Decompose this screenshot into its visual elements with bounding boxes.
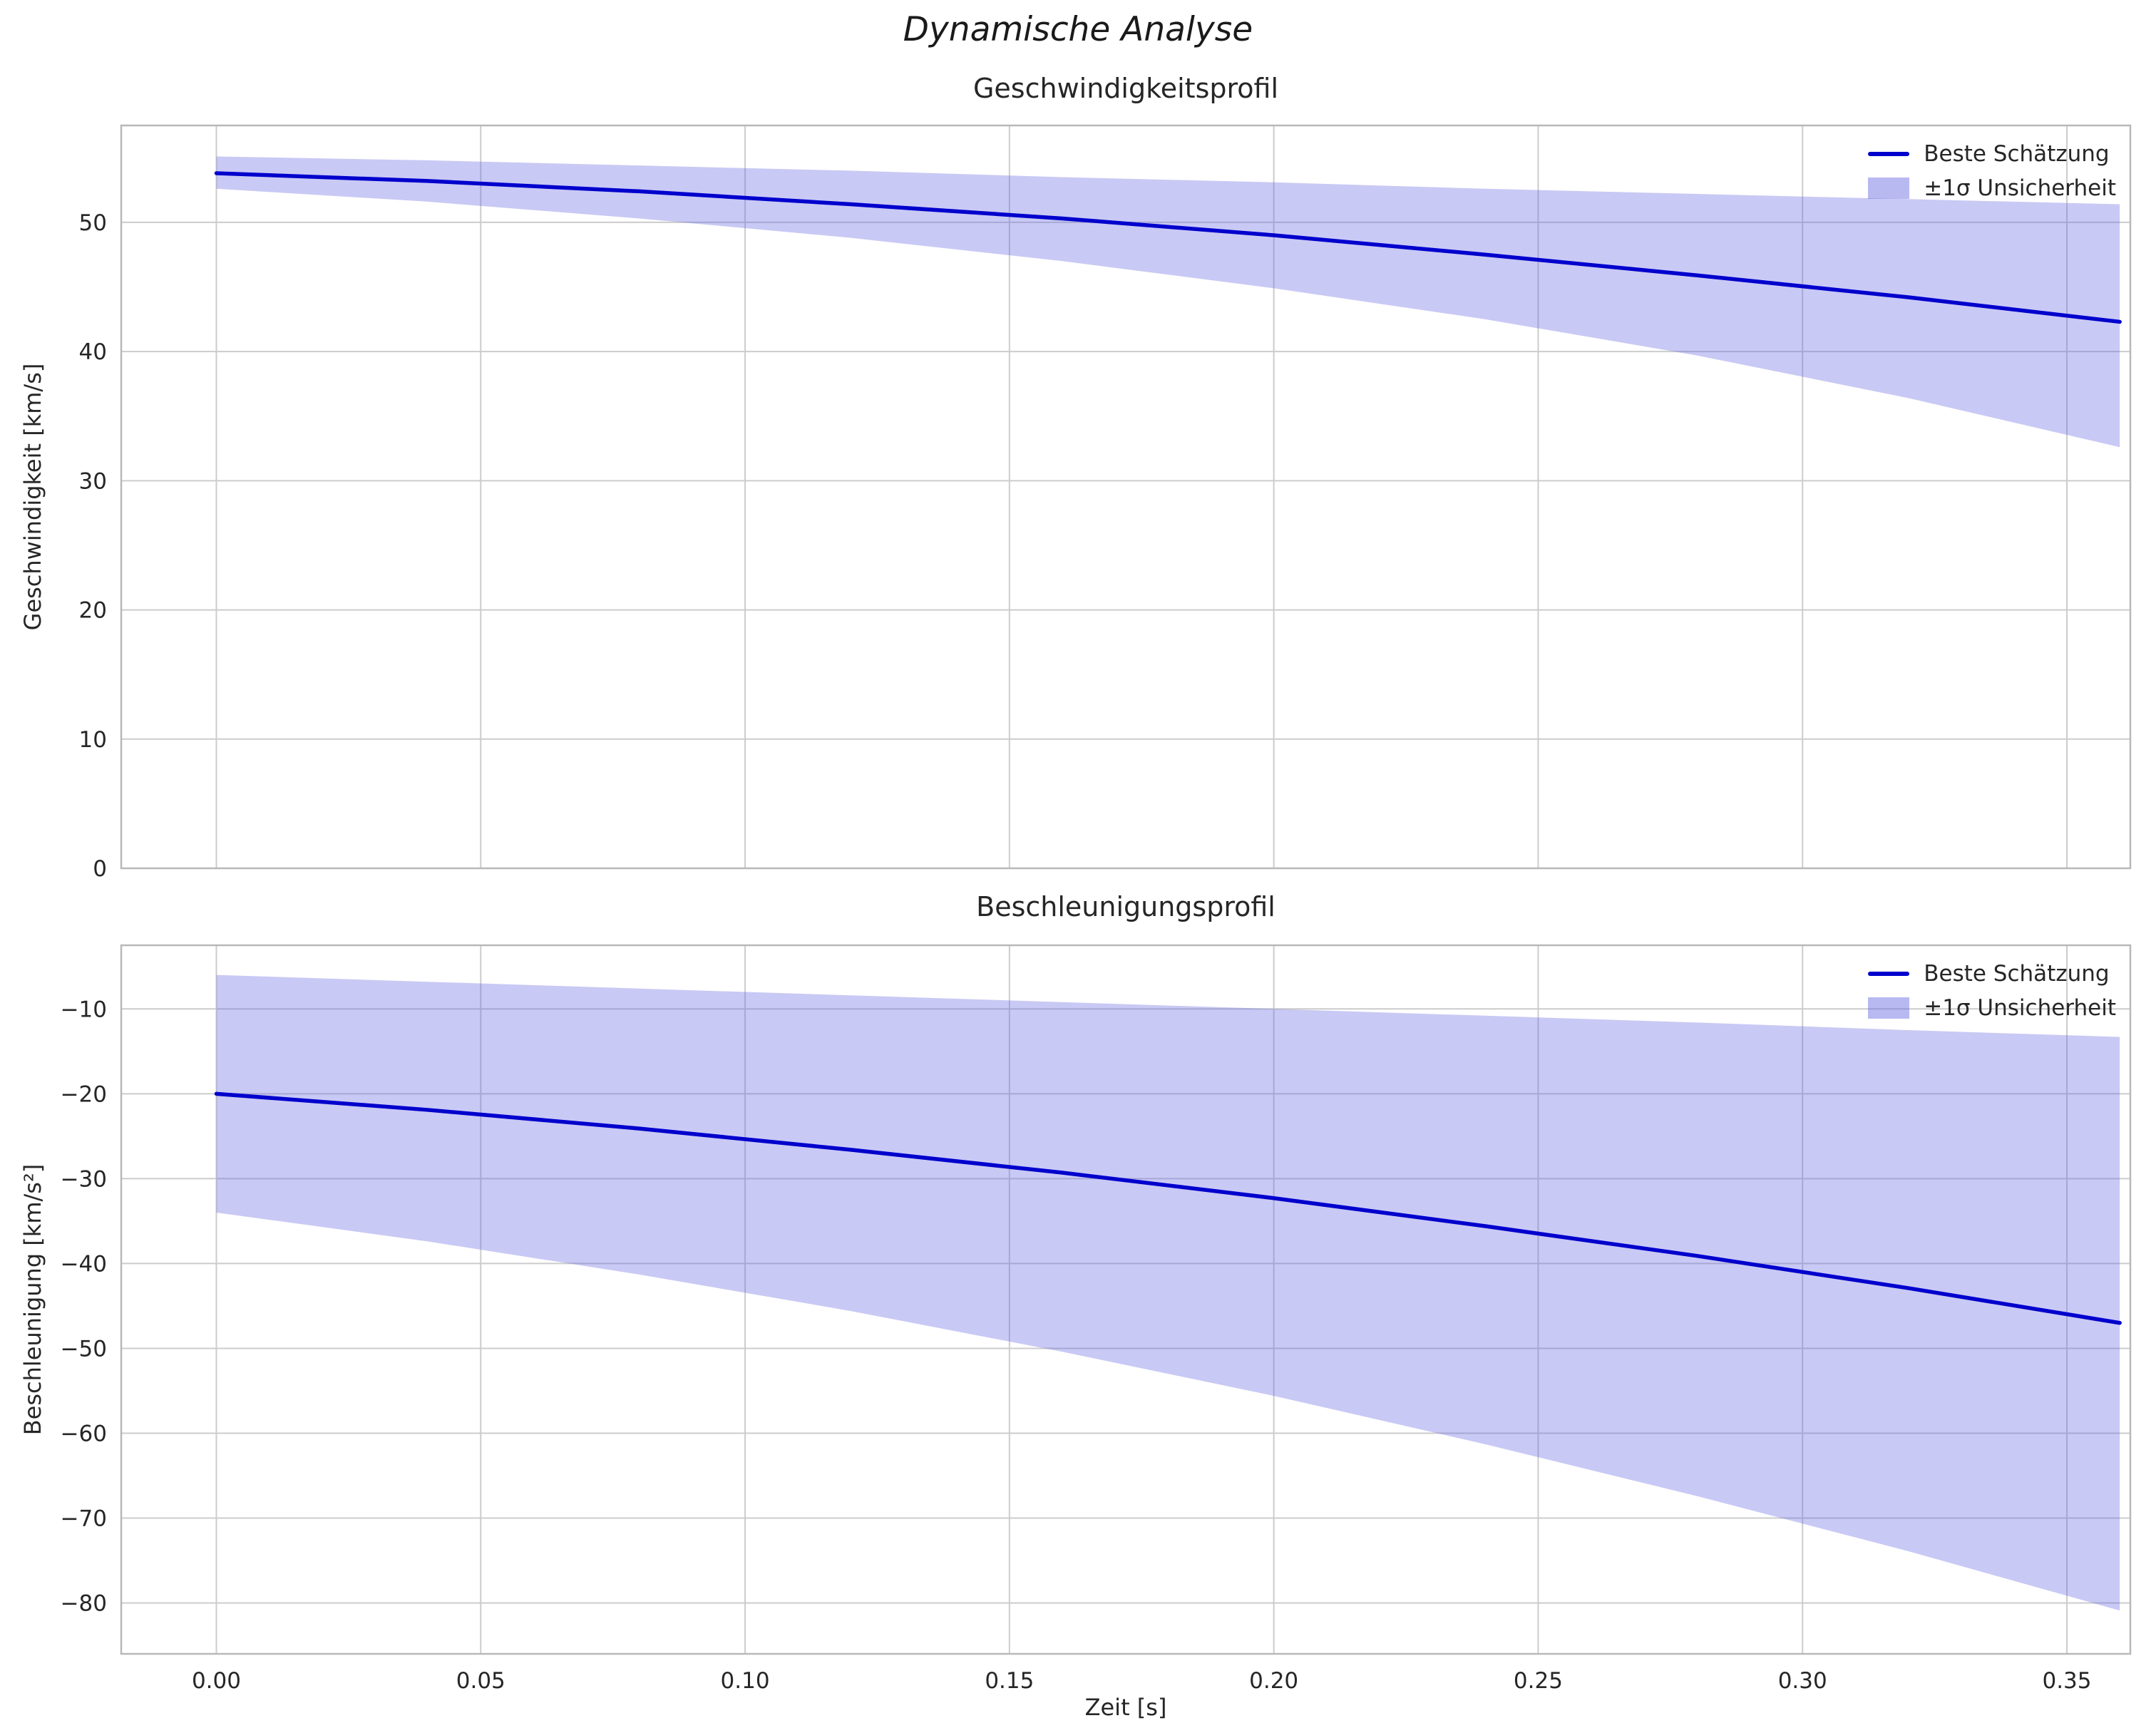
- y-tick-label: 20: [79, 598, 107, 624]
- velocity-ylabel: Geschwindigkeit [km/s]: [19, 363, 46, 631]
- y-tick-label: 50: [79, 210, 107, 236]
- acceleration-plot-title: Beschleunigungsprofil: [976, 891, 1275, 922]
- legend-item-uncertainty: ±1σ Unsicherheit: [1868, 175, 2116, 201]
- legend-label: ±1σ Unsicherheit: [1924, 995, 2116, 1021]
- uncertainty-band: [216, 156, 2120, 448]
- x-tick-label: 0.20: [1249, 1668, 1298, 1694]
- velocity-legend: Beste Schätzung ±1σ Unsicherheit: [1868, 141, 2116, 201]
- y-tick-label: −70: [61, 1506, 107, 1532]
- line-swatch-icon: [1868, 152, 1910, 156]
- figure-title: Dynamische Analyse: [903, 10, 1253, 49]
- legend-item-best-estimate: Beste Schätzung: [1868, 141, 2116, 167]
- legend-label: ±1σ Unsicherheit: [1924, 175, 2116, 201]
- line-swatch-icon: [1868, 972, 1910, 976]
- x-tick-label: 0.35: [2042, 1668, 2091, 1694]
- axes-frame: [120, 944, 2132, 1655]
- y-tick-label: 40: [79, 339, 107, 365]
- legend-label: Beste Schätzung: [1924, 961, 2110, 987]
- y-tick-label: −30: [61, 1166, 107, 1192]
- y-tick-label: −40: [61, 1251, 107, 1277]
- band-swatch-icon: [1868, 178, 1910, 199]
- legend-item-uncertainty: ±1σ Unsicherheit: [1868, 995, 2116, 1021]
- x-axis-label: Zeit [s]: [1084, 1694, 1167, 1721]
- acceleration-legend: Beste Schätzung ±1σ Unsicherheit: [1868, 961, 2116, 1021]
- x-tick-label: 0.25: [1514, 1668, 1563, 1694]
- uncertainty-band: [216, 974, 2120, 1611]
- best-estimate-line: [214, 171, 2122, 324]
- y-tick-label: −20: [61, 1081, 107, 1107]
- y-tick-label: 10: [79, 727, 107, 753]
- y-tick-label: 0: [93, 856, 107, 882]
- velocity-plot-title: Geschwindigkeitsprofil: [972, 73, 1279, 104]
- x-tick-label: 0.15: [985, 1668, 1034, 1694]
- y-tick-label: −60: [61, 1421, 107, 1446]
- y-tick-label: 30: [79, 468, 107, 494]
- legend-label: Beste Schätzung: [1924, 141, 2110, 167]
- band-swatch-icon: [1868, 997, 1910, 1019]
- acceleration-ylabel: Beschleunigung [km/s²]: [19, 1163, 46, 1436]
- x-tick-label: 0.10: [721, 1668, 770, 1694]
- y-tick-label: −10: [61, 997, 107, 1022]
- best-estimate-line: [214, 1091, 2122, 1325]
- y-tick-label: −50: [61, 1336, 107, 1362]
- x-tick-label: 0.30: [1778, 1668, 1827, 1694]
- y-tick-label: −80: [61, 1591, 107, 1617]
- x-tick-label: 0.00: [192, 1668, 241, 1694]
- x-tick-label: 0.05: [456, 1668, 505, 1694]
- axes-frame: [120, 124, 2132, 870]
- legend-item-best-estimate: Beste Schätzung: [1868, 961, 2116, 987]
